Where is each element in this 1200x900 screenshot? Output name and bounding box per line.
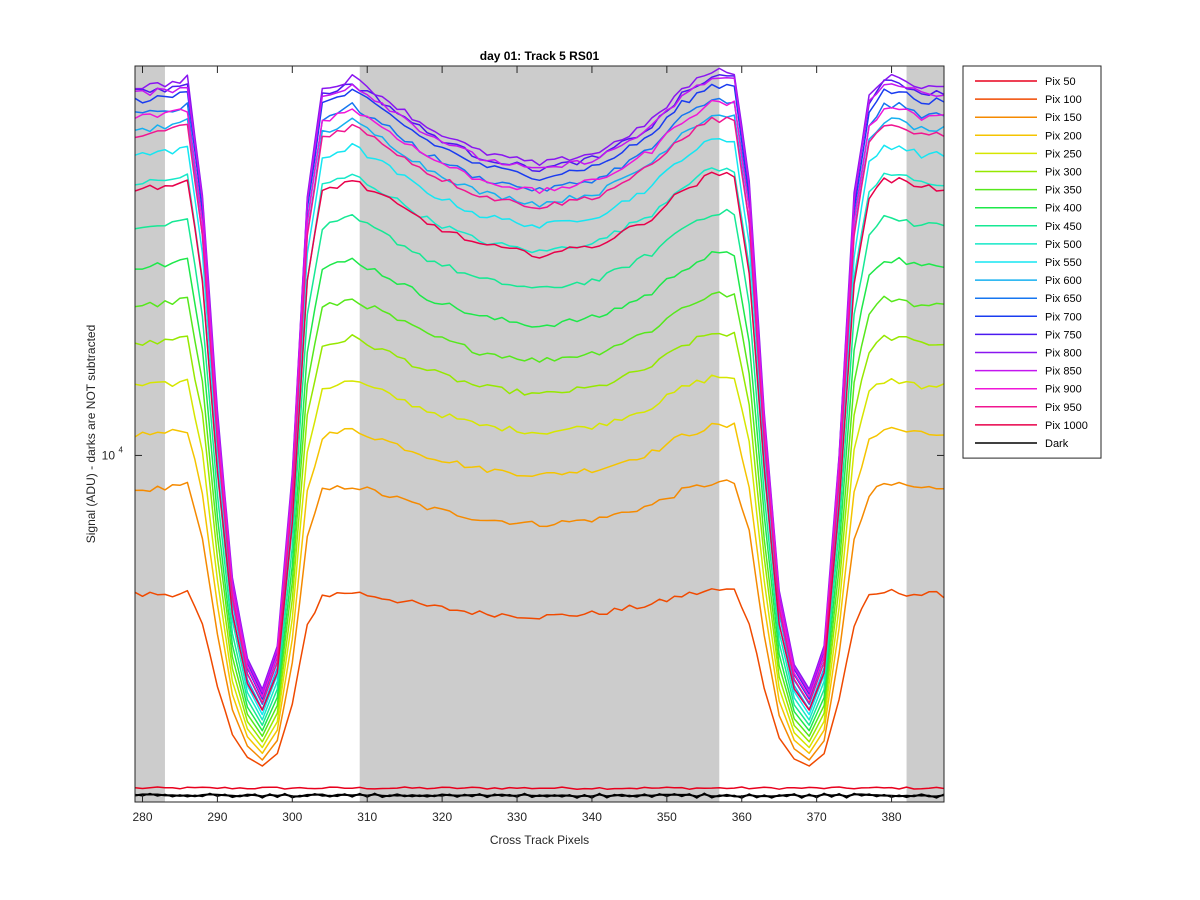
series-line-pix-100: [134, 588, 945, 767]
legend-entry-label: Pix 150: [1045, 112, 1082, 124]
legend-entry-label: Pix 900: [1045, 384, 1082, 396]
legend-entry-label: Pix 950: [1045, 402, 1082, 414]
y-tick-exponent: 4: [119, 445, 124, 454]
legend-entry-label: Pix 350: [1045, 185, 1082, 197]
y-axis-ticks: 10 4: [102, 445, 944, 462]
legend-entry-label: Pix 700: [1045, 311, 1082, 323]
legend-entry-label: Pix 450: [1045, 221, 1082, 233]
series-line-pix-900: [134, 99, 945, 698]
x-axis-ticks: 280 290 300 310 320 330 340 350 360 370 380: [132, 66, 902, 824]
legend-entry-label: Pix 200: [1045, 130, 1082, 142]
x-axis-label: Cross Track Pixels: [490, 833, 589, 847]
shaded-band-3: [906, 66, 944, 802]
legend-entry-label: Pix 600: [1045, 275, 1082, 287]
legend-entry-label: Pix 650: [1045, 293, 1082, 305]
chart-title: day 01: Track 5 RS01: [480, 49, 600, 63]
series-line-pix-1000: [134, 171, 945, 711]
series-line-pix-250: [134, 374, 945, 749]
x-tick-label: 350: [657, 810, 677, 824]
series-line-pix-500: [134, 167, 945, 721]
y-tick-label: 10: [102, 448, 116, 462]
x-tick-label: 330: [507, 810, 527, 824]
legend-entry-label: Pix 400: [1045, 203, 1082, 215]
legend-entry-label: Pix 500: [1045, 239, 1082, 251]
y-axis-label: Signal (ADU) - darks are NOT subtracted: [84, 325, 98, 544]
x-tick-label: 290: [207, 810, 227, 824]
series-line-pix-350: [134, 291, 945, 737]
x-tick-label: 340: [582, 810, 602, 824]
legend-entry-label: Pix 250: [1045, 148, 1082, 160]
series-lines: [134, 67, 945, 799]
legend-entry-label: Pix 1000: [1045, 420, 1088, 432]
legend-entry-label: Dark: [1045, 438, 1069, 450]
series-line-pix-950: [134, 116, 945, 704]
x-tick-label: 300: [282, 810, 302, 824]
legend-entry-label: Pix 550: [1045, 257, 1082, 269]
series-line-pix-300: [134, 331, 945, 743]
series-line-dark-2: [134, 792, 945, 799]
legend-entry-label: Pix 750: [1045, 329, 1082, 341]
series-line-pix-450: [134, 208, 945, 726]
plot-area-frame: [134, 65, 945, 803]
x-tick-label: 320: [432, 810, 452, 824]
legend: Pix 50 Pix 100 Pix 150 Pix 200 Pix 250 Pix 30…: [962, 65, 1102, 459]
series-line-pix-50: [134, 786, 945, 790]
legend-entry-label: Pix 850: [1045, 366, 1082, 378]
x-tick-label: 380: [882, 810, 902, 824]
series-line-pix-150: [134, 479, 945, 761]
legend-entry-label: Pix 50: [1045, 76, 1076, 88]
series-line-pix-850: [134, 77, 945, 693]
x-tick-label: 280: [132, 810, 152, 824]
legend-entry-label: Pix 100: [1045, 94, 1082, 106]
x-tick-label: 360: [732, 810, 752, 824]
legend-entry-label: Pix 300: [1045, 167, 1082, 179]
series-line-pix-200: [134, 422, 945, 755]
legend-entry-label: Pix 800: [1045, 348, 1082, 360]
series-line-pix-400: [135, 251, 945, 732]
series-line-pix-550: [134, 137, 945, 716]
x-tick-label: 310: [357, 810, 377, 824]
series-line-pix-800: [134, 67, 944, 690]
x-tick-label: 370: [807, 810, 827, 824]
series-line-dark: [134, 793, 945, 798]
